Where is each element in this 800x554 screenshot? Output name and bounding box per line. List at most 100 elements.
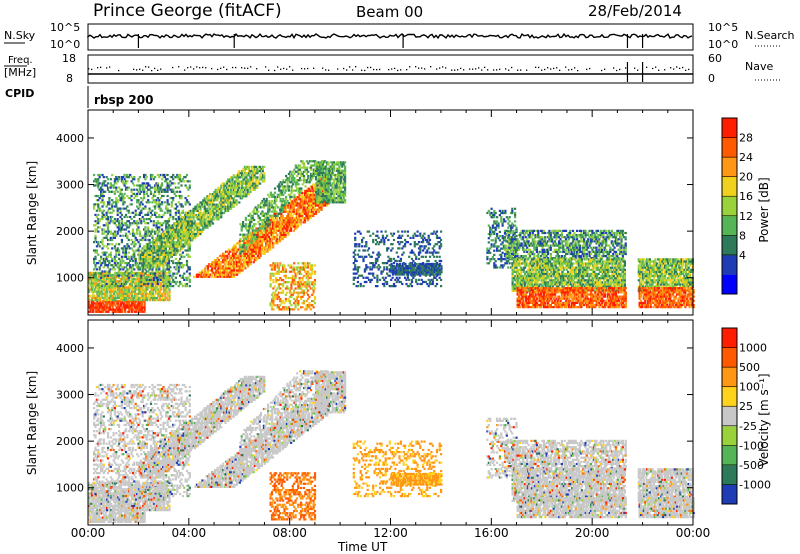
range-cell <box>180 184 182 186</box>
range-cell <box>108 260 110 262</box>
range-cell <box>285 209 287 211</box>
range-cell <box>112 304 114 306</box>
freq-label-2: [MHz] <box>4 66 36 79</box>
range-cell <box>104 254 106 256</box>
range-cell <box>300 179 302 181</box>
nave-point <box>472 69 473 70</box>
range-cell <box>179 176 181 178</box>
range-cell <box>167 212 169 214</box>
range-cell <box>131 243 133 245</box>
range-cell <box>101 243 103 245</box>
range-cell <box>96 252 98 254</box>
range-cell <box>250 234 252 236</box>
range-cell <box>111 239 113 241</box>
range-cell <box>167 195 169 197</box>
range-cell <box>272 246 274 248</box>
range-cell <box>164 275 166 277</box>
range-cell <box>149 218 151 220</box>
range-cell <box>242 269 244 271</box>
range-cell <box>139 214 141 216</box>
range-cell <box>119 216 121 218</box>
range-cell <box>158 228 160 230</box>
range-cell <box>132 182 134 184</box>
range-cell <box>245 195 247 197</box>
range-cell <box>155 299 157 301</box>
range-cell <box>140 210 142 212</box>
range-cell <box>175 258 177 260</box>
range-cell <box>147 195 149 197</box>
range-cell <box>175 212 177 214</box>
range-cell <box>168 187 170 189</box>
range-cell <box>107 247 109 249</box>
range-cell <box>252 178 254 180</box>
range-cell <box>97 187 99 189</box>
range-cell <box>249 232 251 234</box>
range-cell <box>168 295 170 297</box>
range-cell <box>111 247 113 249</box>
range-cell <box>165 228 167 230</box>
range-cell <box>211 214 213 216</box>
range-cell <box>167 279 169 281</box>
range-cell <box>208 206 210 208</box>
range-cell <box>166 256 168 258</box>
range-cell <box>310 179 312 181</box>
range-cell <box>208 195 210 197</box>
range-cell <box>234 183 236 185</box>
range-cell <box>106 291 108 293</box>
range-cell <box>299 164 301 166</box>
range-cell <box>276 238 278 240</box>
range-cell <box>155 289 157 291</box>
range-cell <box>253 240 255 242</box>
range-cell <box>107 256 109 258</box>
range-cell <box>189 187 191 189</box>
range-cell <box>149 189 151 191</box>
nave-point <box>193 68 194 69</box>
range-cell <box>177 222 179 224</box>
range-cell <box>310 167 312 169</box>
range-cell <box>116 291 118 293</box>
range-cell <box>271 306 273 308</box>
range-cell <box>185 197 187 199</box>
range-cell <box>114 262 116 264</box>
range-cell <box>282 215 284 217</box>
range-cell <box>107 311 109 313</box>
range-cell <box>260 225 262 227</box>
range-cell <box>146 193 148 195</box>
range-cell <box>282 179 284 181</box>
range-cell <box>187 220 189 222</box>
range-cell <box>245 236 247 238</box>
range-cell <box>199 233 201 235</box>
nave-point <box>235 67 236 68</box>
range-cell <box>230 189 232 191</box>
range-cell <box>288 179 290 181</box>
range-cell <box>259 170 261 172</box>
range-cell <box>149 210 151 212</box>
range-cell <box>100 187 102 189</box>
freq-trace <box>88 62 693 82</box>
range-cell <box>236 204 238 206</box>
range-cell <box>103 195 105 197</box>
range-cell <box>160 208 162 210</box>
range-cell <box>169 216 171 218</box>
range-cell <box>126 264 128 266</box>
range-cell <box>276 287 278 289</box>
nave-point <box>370 67 371 68</box>
range-cell <box>207 265 209 267</box>
range-cell <box>144 178 146 180</box>
range-cell <box>234 189 236 191</box>
range-cell <box>305 198 307 200</box>
range-cell <box>245 176 247 178</box>
range-cell <box>284 181 286 183</box>
range-cell <box>97 203 99 205</box>
range-cell <box>253 261 255 263</box>
range-cell <box>119 307 121 309</box>
range-cell <box>194 237 196 239</box>
range-cell <box>159 258 161 260</box>
range-cell <box>224 208 226 210</box>
range-cell <box>226 255 228 257</box>
nave-point <box>361 70 362 71</box>
range-cell <box>122 260 124 262</box>
range-cell <box>291 215 293 217</box>
range-cell <box>128 277 130 279</box>
range-cell <box>207 269 209 271</box>
